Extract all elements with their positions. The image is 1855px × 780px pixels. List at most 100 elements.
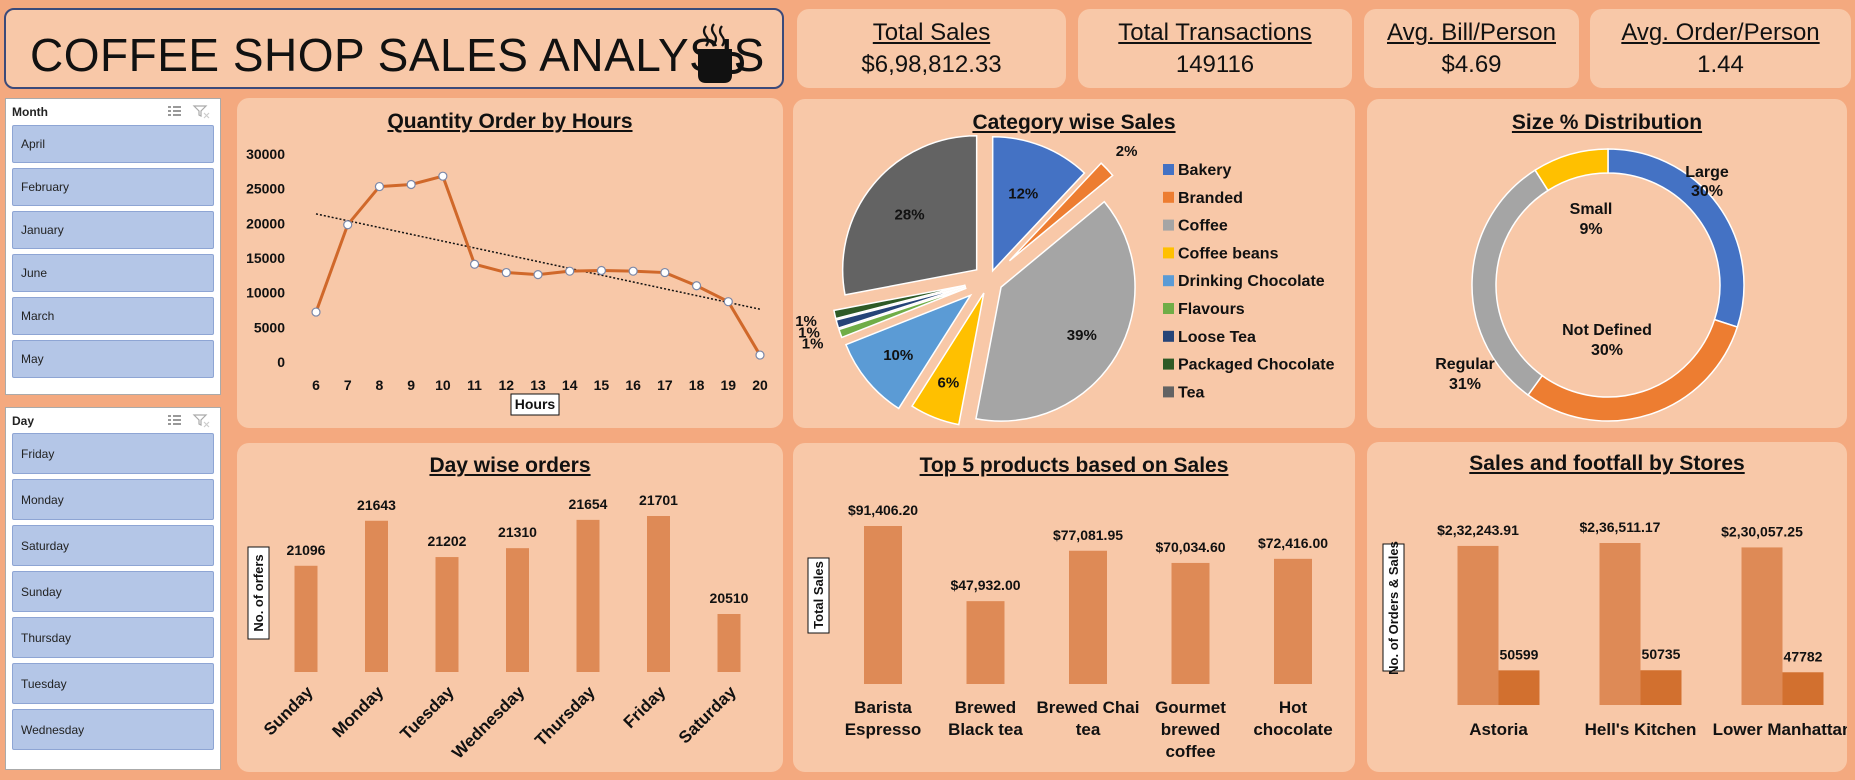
legend-label: Coffee: [1178, 218, 1228, 235]
pie-slice: [835, 285, 967, 330]
x-tick-label: Sunday: [260, 682, 317, 739]
x-tick-label: 9: [407, 377, 415, 393]
pie-slice: [1008, 162, 1114, 262]
data-label: 50735: [1642, 646, 1681, 662]
data-label: 10%: [883, 347, 913, 364]
slicer-item-tuesday[interactable]: Tuesday: [12, 663, 214, 704]
data-label: 1%: [798, 324, 820, 341]
x-tick-label: 13: [530, 377, 546, 393]
slicer-item-april[interactable]: April: [12, 125, 214, 163]
data-label: 21096: [287, 542, 326, 558]
pie-slice: [844, 293, 973, 410]
chart-title: Sales and footfall by Stores: [1469, 452, 1745, 475]
slicer-item-may[interactable]: May: [12, 340, 214, 378]
bar: [1069, 550, 1107, 684]
x-axis-title-box: [510, 393, 560, 416]
slicer-item-january[interactable]: January: [12, 211, 214, 249]
y-axis-title: Total Sales: [811, 561, 826, 629]
bar: [1741, 547, 1783, 705]
pie-slice: [975, 200, 1136, 422]
slicer-item-sunday[interactable]: Sunday: [12, 571, 214, 612]
x-tick-label: Saturday: [675, 682, 740, 747]
x-tick-label: Hot: [1279, 698, 1308, 717]
x-tick-label: Lower Manhattan: [1713, 720, 1847, 739]
bar: [1498, 670, 1540, 705]
x-tick-label: 7: [344, 377, 352, 393]
slicer-item-monday[interactable]: Monday: [12, 479, 214, 520]
slicer-item-friday[interactable]: Friday: [12, 433, 214, 474]
x-tick-label: 15: [594, 377, 610, 393]
y-axis-title: No. of Orders & Sales: [1386, 541, 1401, 675]
slicer-item-wednesday[interactable]: Wednesday: [12, 709, 214, 750]
data-label: $70,034.60: [1155, 539, 1225, 555]
x-tick-label: coffee: [1165, 742, 1215, 761]
size-doughnut-chart: Large 30% Not Defined 30% Regular 31% Small 9%: [1435, 148, 1745, 422]
slicer-item-june[interactable]: June: [12, 254, 214, 292]
data-category-label: Small: [1570, 201, 1613, 218]
pie-slice: [991, 135, 1086, 273]
data-label: 39%: [1067, 327, 1097, 344]
data-category-label: Large: [1685, 164, 1729, 181]
category-chart-card: Category wise Sales 12% 2% 39% 6% 10% 1% 1% 1% 2…: [793, 99, 1355, 428]
clear-filter-icon[interactable]: [192, 414, 210, 428]
doughnut-slice: [1534, 148, 1609, 192]
legend-swatch: [1163, 247, 1174, 259]
data-label: $2,30,057.25: [1721, 523, 1803, 539]
pie-slice: [841, 135, 978, 296]
data-label: 21202: [428, 533, 467, 549]
day-bar-chart: 21096 Sunday 21643 Monday 21202 Tuesday 21310 W…: [247, 492, 749, 762]
data-point: [343, 220, 353, 230]
legend-label: Tea: [1178, 384, 1204, 401]
x-tick-label: 10: [435, 377, 451, 393]
hours-line-chart: 0 5000 10000 15000 20000 25000 30000 6 7 8 9 10 11 12…: [246, 146, 768, 416]
data-label: 21643: [357, 497, 396, 513]
legend-label: Branded: [1178, 190, 1243, 207]
stores-chart-card: Sales and footfall by Stores $2,32,243.9…: [1367, 442, 1847, 772]
x-tick-label: Tuesday: [397, 682, 459, 744]
x-tick-label: 18: [689, 377, 705, 393]
bar: [294, 565, 318, 672]
legend-swatch: [1163, 330, 1174, 342]
x-tick-label: 14: [562, 377, 578, 393]
multi-select-icon[interactable]: [168, 106, 181, 116]
data-point: [469, 259, 480, 269]
data-point: [660, 267, 670, 278]
data-label: 2%: [1116, 143, 1138, 160]
legend-swatch: [1163, 386, 1174, 398]
x-tick-label: Thursday: [531, 682, 599, 750]
day-slicer[interactable]: Day Friday Monday Saturday Sunday Thursd…: [5, 407, 221, 770]
data-label: 20510: [710, 590, 749, 606]
x-tick-label: Friday: [620, 682, 670, 732]
x-tick-label: Black tea: [948, 720, 1023, 739]
bar: [647, 516, 670, 672]
slicer-item-thursday[interactable]: Thursday: [12, 617, 214, 658]
slicer-item-saturday[interactable]: Saturday: [12, 525, 214, 566]
data-label: 21654: [569, 496, 608, 512]
kpi-value: $4.69: [1441, 51, 1502, 78]
data-category-label: Regular: [1435, 356, 1495, 373]
kpi-label: Avg. Bill/Person: [1387, 19, 1556, 46]
slicer-item-february[interactable]: February: [12, 168, 214, 206]
multi-select-icon[interactable]: [168, 415, 181, 425]
y-tick-label: 25000: [246, 181, 285, 197]
kpi-avg-bill: Avg. Bill/Person $4.69: [1364, 9, 1579, 88]
bar: [1782, 672, 1824, 705]
x-tick-label: 12: [498, 377, 514, 393]
bar: [1599, 543, 1641, 705]
x-tick-label: 16: [625, 377, 641, 393]
kpi-total-sales: Total Sales $6,98,812.33: [797, 9, 1066, 88]
month-slicer[interactable]: Month April February January June March …: [5, 98, 221, 395]
size-chart-card: Size % Distribution Large 30% Not Defined 3…: [1367, 99, 1847, 428]
coffee-cup-icon: [698, 23, 744, 83]
bar: [506, 548, 529, 672]
y-tick-label: 20000: [246, 215, 285, 231]
data-point: [691, 281, 702, 291]
day-chart-card: Day wise orders 21096 Sunday 21643 Monday 21…: [237, 443, 783, 772]
data-point: [374, 181, 385, 192]
top5-chart-card: Top 5 products based on Sales $91,406.20…: [793, 443, 1355, 772]
data-point: [501, 267, 511, 278]
pie-slice: [833, 284, 966, 320]
slicer-item-march[interactable]: March: [12, 297, 214, 335]
clear-filter-icon[interactable]: [192, 105, 210, 119]
data-label: 21701: [639, 492, 678, 508]
